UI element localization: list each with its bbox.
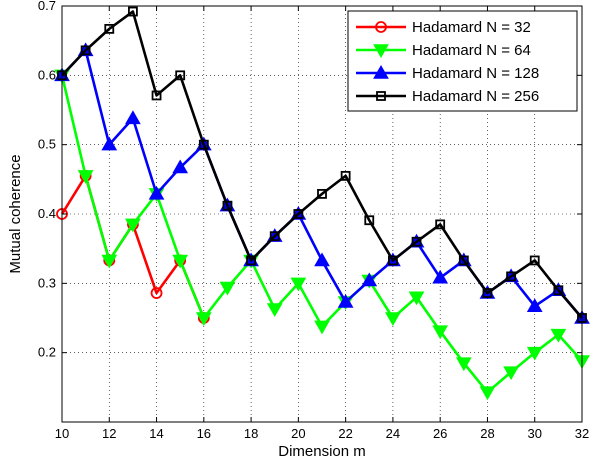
- data-point-triangle-down: [432, 325, 449, 340]
- data-point-triangle-up: [337, 294, 354, 308]
- data-point-square: [506, 271, 516, 282]
- x-tick-label: 30: [527, 426, 541, 441]
- series-1: [56, 169, 210, 324]
- y-tick-label: 0.2: [38, 345, 56, 360]
- legend-item: Hadamard N = 128: [356, 64, 539, 82]
- data-point-triangle-down: [526, 346, 543, 361]
- data-point-triangle-down: [314, 320, 330, 335]
- data-point-triangle-down: [77, 170, 94, 184]
- x-tick-label: 20: [291, 426, 305, 441]
- data-point-triangle-up: [172, 159, 189, 174]
- data-point-square: [458, 255, 469, 266]
- data-point-square: [151, 90, 162, 101]
- data-point-circle: [375, 21, 387, 33]
- x-axis-label: Dimension m: [278, 443, 366, 460]
- data-point-triangle-up: [148, 185, 165, 200]
- y-tick-label: 0.6: [38, 67, 56, 82]
- data-point-triangle-down: [266, 303, 283, 317]
- data-point-square: [388, 255, 398, 266]
- data-point-square: [269, 231, 280, 242]
- data-point-triangle-up: [314, 252, 330, 267]
- data-point-triangle-down: [219, 281, 236, 296]
- legend-label: Hadamard N = 256: [412, 88, 539, 105]
- x-tick-label: 14: [149, 426, 163, 441]
- data-point-square: [340, 170, 351, 181]
- legend-item: Hadamard N = 64: [356, 42, 531, 59]
- series-line: [60, 174, 206, 319]
- data-point-triangle-up: [373, 64, 389, 79]
- data-point-square: [317, 188, 327, 199]
- data-point-square: [529, 255, 540, 266]
- data-point-square: [482, 288, 493, 298]
- x-tick-label: 18: [244, 426, 258, 441]
- data-point-triangle-up: [361, 272, 378, 287]
- data-point-triangle-down: [290, 277, 307, 292]
- data-point-triangle-up: [432, 269, 449, 284]
- data-point-square: [435, 219, 446, 230]
- legend-item: Hadamard N = 32: [356, 19, 531, 36]
- data-point-triangle-up: [125, 110, 141, 125]
- data-point-square: [104, 23, 115, 34]
- x-tick-label: 32: [575, 426, 589, 441]
- data-point-triangle-down: [373, 44, 389, 59]
- grid-lines: [62, 6, 582, 422]
- data-point-triangle-down: [455, 357, 472, 372]
- x-tick-label: 24: [386, 426, 400, 441]
- x-tick-label: 12: [102, 426, 116, 441]
- data-point-triangle-down: [408, 291, 425, 306]
- data-point-triangle-down: [550, 328, 567, 343]
- data-point-square: [198, 139, 209, 150]
- data-point-square: [128, 6, 138, 17]
- legend-label: Hadamard N = 32: [412, 19, 531, 36]
- x-tick-label: 28: [480, 426, 494, 441]
- data-point-triangle-down: [172, 254, 189, 269]
- legend-item: Hadamard N = 256: [356, 88, 539, 105]
- x-tick-label: 26: [433, 426, 447, 441]
- data-point-triangle-up: [526, 298, 543, 312]
- data-point-square: [80, 45, 91, 56]
- data-point-square: [553, 285, 564, 296]
- x-tick-label: 16: [197, 426, 211, 441]
- data-point-square: [246, 255, 256, 266]
- y-axis-label: Mutual coherence: [7, 154, 24, 273]
- data-point-square: [293, 209, 304, 219]
- x-tick-label: 22: [338, 426, 352, 441]
- y-tick-label: 0.4: [38, 206, 56, 221]
- y-tick-label: 0.5: [38, 137, 56, 152]
- data-point-square: [411, 236, 422, 247]
- legend: Hadamard N = 32 Hadamard N = 64 Hadamard N…: [347, 10, 578, 112]
- data-point-triangle-down: [101, 254, 118, 269]
- legend-label: Hadamard N = 128: [412, 65, 539, 82]
- data-point-triangle-down: [479, 386, 496, 401]
- y-tick-label: 0.7: [38, 0, 56, 13]
- data-point-square: [175, 70, 186, 81]
- data-point-triangle-down: [195, 312, 212, 327]
- data-point-circle: [150, 287, 163, 299]
- data-point-triangle-down: [385, 312, 401, 327]
- data-point-triangle-down: [125, 218, 141, 233]
- series-layer: [54, 6, 590, 401]
- series-line: [61, 10, 583, 319]
- data-point-square: [222, 200, 233, 211]
- legend-label: Hadamard N = 64: [412, 42, 531, 59]
- y-tick-label: 0.3: [38, 275, 56, 290]
- data-point-square: [376, 91, 386, 101]
- x-tick-label: 10: [55, 426, 69, 441]
- data-point-triangle-up: [101, 136, 118, 151]
- data-point-triangle-down: [503, 366, 519, 381]
- data-point-square: [364, 215, 375, 226]
- axis-ticks: 10 12 14 16 18 20 22 24 26 28 30 32 0.2 0.3 0.4 0.5 0.6 0…: [38, 0, 589, 441]
